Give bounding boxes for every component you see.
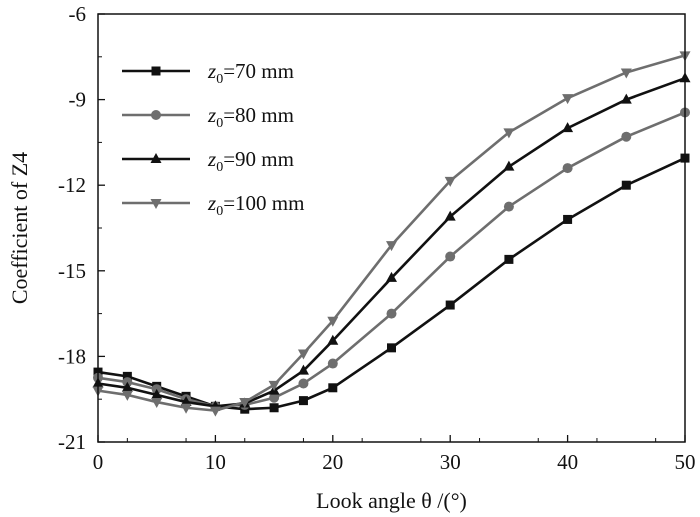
data-point [620, 68, 632, 79]
legend-item-4: z0=100 mm [122, 191, 304, 219]
data-point [444, 210, 456, 221]
data-point [562, 94, 574, 105]
data-point [328, 383, 338, 393]
legend-label: z0=80 mm [207, 103, 294, 131]
data-point [444, 176, 456, 187]
legend-label-sub: 0 [216, 116, 223, 131]
legend-label-rest: =90 mm [223, 147, 294, 171]
x-tick-label: 20 [322, 450, 343, 474]
data-point [562, 122, 574, 133]
data-point [503, 201, 514, 212]
legend-item-2: z0=80 mm [122, 103, 294, 131]
legend-item-1: z0=70 mm [122, 59, 294, 87]
data-point [121, 390, 133, 401]
axis-ticks: 0 10 20 30 40 50 -21 -18 -15 -12 -9 -6 [58, 2, 696, 474]
data-point [298, 378, 309, 389]
series-layer [92, 51, 691, 417]
y-tick-label: -12 [58, 173, 86, 197]
legend-label-sub: 0 [216, 160, 223, 175]
legend-label-rest: =70 mm [223, 59, 294, 83]
data-point [180, 396, 192, 407]
series-2 [93, 107, 690, 412]
legend-item-3: z0=90 mm [122, 147, 294, 175]
x-tick-label: 10 [205, 450, 226, 474]
legend-marker [151, 66, 161, 76]
data-point [297, 349, 309, 360]
data-point [503, 128, 515, 139]
x-axis-title: Look angle θ /(°) [316, 488, 467, 513]
series-4 [92, 51, 691, 417]
legend-label-var: z [207, 147, 216, 171]
y-tick-label: -15 [58, 259, 86, 283]
y-tick-label: -21 [58, 430, 86, 454]
data-point [621, 131, 632, 142]
x-tick-label: 0 [93, 450, 104, 474]
plot-frame [97, 13, 686, 443]
data-point [386, 308, 397, 319]
series-line [97, 111, 686, 408]
series-1 [93, 153, 690, 414]
legend-label-var: z [207, 59, 216, 83]
legend-label-rest: =80 mm [223, 103, 294, 127]
data-point [387, 343, 396, 353]
legend-label-var: z [207, 191, 216, 215]
y-tick-label: -6 [69, 2, 87, 26]
y-tick-label: -9 [69, 88, 87, 112]
data-point [239, 398, 251, 409]
y-tick-label: -18 [58, 344, 86, 368]
data-point [268, 380, 280, 391]
data-point [151, 398, 163, 409]
data-point [297, 364, 309, 375]
series-line [97, 156, 686, 411]
legend-label-rest: =100 mm [223, 191, 304, 215]
data-point [621, 180, 631, 190]
data-point [327, 358, 338, 369]
data-point [386, 271, 397, 282]
legend-marker [150, 153, 162, 163]
data-point [504, 254, 514, 264]
data-point [269, 392, 280, 403]
series-line [97, 54, 686, 412]
legend-label-var: z [207, 103, 216, 127]
legend-label: z0=90 mm [207, 147, 294, 175]
data-point [620, 93, 632, 104]
legend-label: z0=100 mm [207, 191, 304, 219]
data-point [445, 251, 456, 262]
data-point [122, 371, 132, 381]
data-point [503, 160, 515, 171]
legend-label: z0=70 mm [207, 59, 294, 87]
data-point [445, 300, 455, 310]
data-point [298, 396, 308, 406]
data-point [562, 163, 573, 174]
legend-marker [150, 199, 162, 209]
x-tick-label: 40 [557, 450, 578, 474]
x-tick-label: 30 [440, 450, 461, 474]
y-axis-title: Coefficient of Z4 [7, 152, 32, 304]
legend-label-sub: 0 [216, 72, 223, 87]
data-point [327, 334, 339, 345]
data-point [151, 388, 163, 399]
legend-label-sub: 0 [216, 204, 223, 219]
legend-marker [151, 110, 161, 120]
data-point [209, 406, 221, 417]
data-point [121, 381, 133, 392]
data-point [386, 241, 397, 252]
x-tick-label: 50 [675, 450, 696, 474]
data-point [327, 316, 339, 327]
data-point [563, 214, 573, 224]
data-point [269, 403, 279, 413]
data-point [180, 403, 192, 414]
